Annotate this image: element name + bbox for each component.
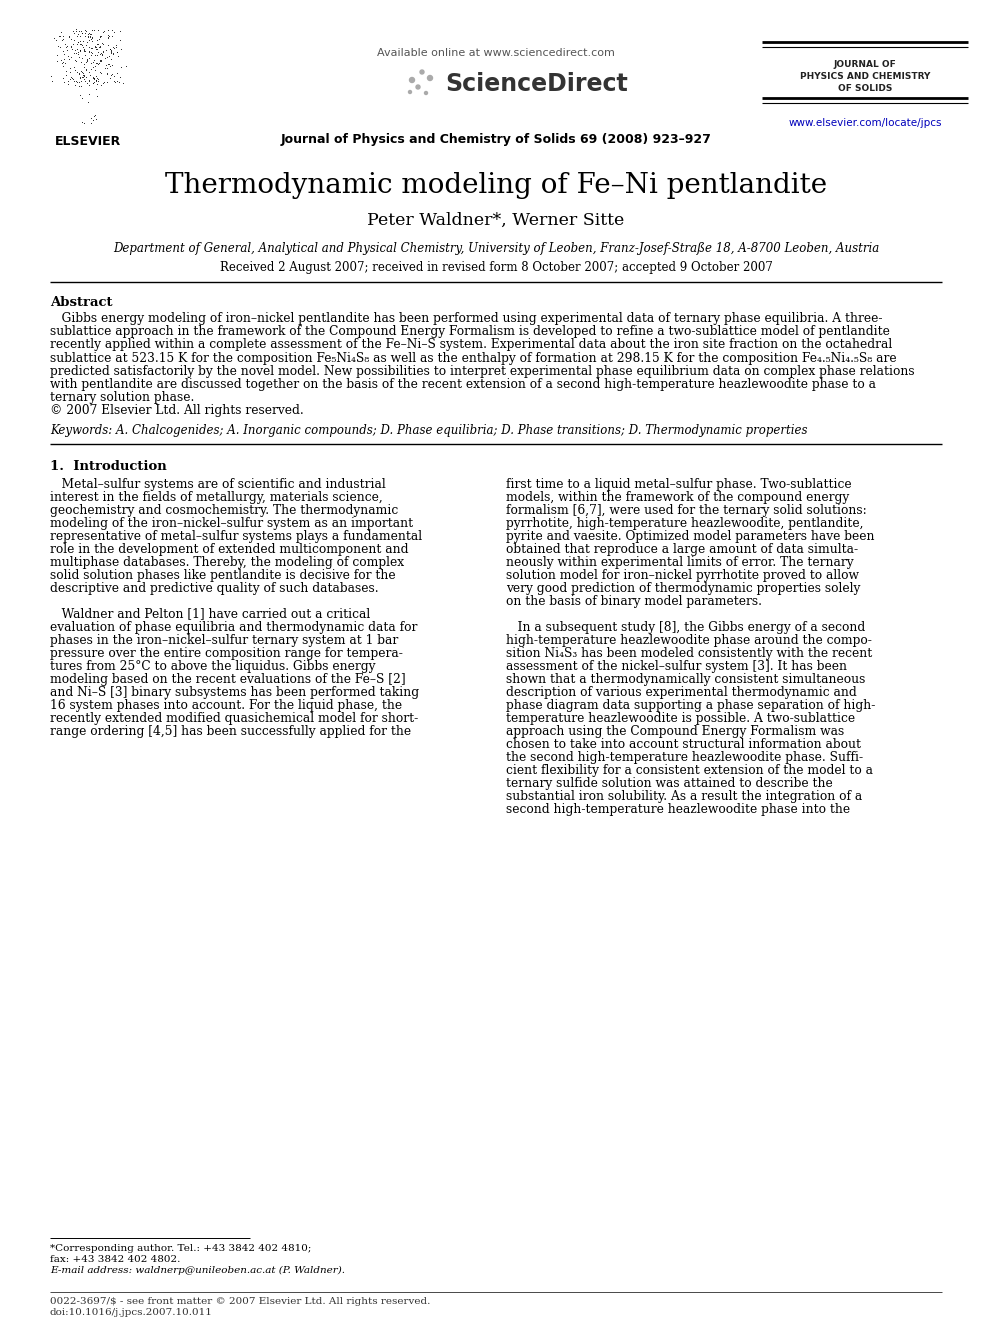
- Text: the second high-temperature heazlewoodite phase. Suffi-: the second high-temperature heazlewoodit…: [506, 750, 863, 763]
- Circle shape: [410, 78, 415, 82]
- Text: modeling of the iron–nickel–sulfur system as an important: modeling of the iron–nickel–sulfur syste…: [50, 516, 413, 529]
- Text: Available online at www.sciencedirect.com: Available online at www.sciencedirect.co…: [377, 48, 615, 58]
- Text: modeling based on the recent evaluations of the Fe–S [2]: modeling based on the recent evaluations…: [50, 672, 406, 685]
- Text: Metal–sulfur systems are of scientific and industrial: Metal–sulfur systems are of scientific a…: [50, 478, 386, 491]
- Text: tures from 25°C to above the liquidus. Gibbs energy: tures from 25°C to above the liquidus. G…: [50, 660, 376, 672]
- Text: PHYSICS AND CHEMISTRY: PHYSICS AND CHEMISTRY: [800, 71, 930, 81]
- Text: first time to a liquid metal–sulfur phase. Two-sublattice: first time to a liquid metal–sulfur phas…: [506, 478, 851, 491]
- Text: interest in the fields of metallurgy, materials science,: interest in the fields of metallurgy, ma…: [50, 491, 383, 504]
- Circle shape: [428, 75, 433, 81]
- Text: cient flexibility for a consistent extension of the model to a: cient flexibility for a consistent exten…: [506, 763, 873, 777]
- Text: Keywords: A. Chalcogenides; A. Inorganic compounds; D. Phase equilibria; D. Phas: Keywords: A. Chalcogenides; A. Inorganic…: [50, 423, 807, 437]
- Text: role in the development of extended multicomponent and: role in the development of extended mult…: [50, 542, 409, 556]
- Text: on the basis of binary model parameters.: on the basis of binary model parameters.: [506, 594, 762, 607]
- Text: chosen to take into account structural information about: chosen to take into account structural i…: [506, 738, 861, 750]
- Text: predicted satisfactorily by the novel model. New possibilities to interpret expe: predicted satisfactorily by the novel mo…: [50, 365, 915, 378]
- Text: representative of metal–sulfur systems plays a fundamental: representative of metal–sulfur systems p…: [50, 529, 423, 542]
- Text: phases in the iron–nickel–sulfur ternary system at 1 bar: phases in the iron–nickel–sulfur ternary…: [50, 634, 398, 647]
- Text: pyrrhotite, high-temperature heazlewoodite, pentlandite,: pyrrhotite, high-temperature heazlewoodi…: [506, 516, 863, 529]
- Text: recently applied within a complete assessment of the Fe–Ni–S system. Experimenta: recently applied within a complete asses…: [50, 339, 892, 352]
- Text: range ordering [4,5] has been successfully applied for the: range ordering [4,5] has been successful…: [50, 725, 411, 738]
- Text: ScienceDirect: ScienceDirect: [445, 71, 628, 97]
- Text: Department of General, Analytical and Physical Chemistry, University of Leoben, : Department of General, Analytical and Ph…: [113, 242, 879, 255]
- Text: sublattice approach in the framework of the Compound Energy Formalism is develop: sublattice approach in the framework of …: [50, 325, 890, 339]
- Text: pyrite and vaesite. Optimized model parameters have been: pyrite and vaesite. Optimized model para…: [506, 529, 875, 542]
- Text: doi:10.1016/j.jpcs.2007.10.011: doi:10.1016/j.jpcs.2007.10.011: [50, 1308, 213, 1316]
- Text: Peter Waldner*, Werner Sitte: Peter Waldner*, Werner Sitte: [367, 212, 625, 229]
- Text: very good prediction of thermodynamic properties solely: very good prediction of thermodynamic pr…: [506, 582, 860, 594]
- Text: phase diagram data supporting a phase separation of high-: phase diagram data supporting a phase se…: [506, 699, 875, 712]
- Text: descriptive and predictive quality of such databases.: descriptive and predictive quality of su…: [50, 582, 379, 594]
- Circle shape: [409, 90, 412, 94]
- Text: E-mail address: waldnerp@unileoben.ac.at (P. Waldner).: E-mail address: waldnerp@unileoben.ac.at…: [50, 1266, 345, 1275]
- Text: models, within the framework of the compound energy: models, within the framework of the comp…: [506, 491, 849, 504]
- Text: with pentlandite are discussed together on the basis of the recent extension of : with pentlandite are discussed together …: [50, 378, 876, 392]
- Circle shape: [416, 85, 420, 89]
- Text: neously within experimental limits of error. The ternary: neously within experimental limits of er…: [506, 556, 854, 569]
- Text: 1.  Introduction: 1. Introduction: [50, 459, 167, 472]
- Text: evaluation of phase equilibria and thermodynamic data for: evaluation of phase equilibria and therm…: [50, 620, 418, 634]
- Text: *Corresponding author. Tel.: +43 3842 402 4810;: *Corresponding author. Tel.: +43 3842 40…: [50, 1244, 311, 1253]
- Circle shape: [420, 70, 424, 74]
- Text: Abstract: Abstract: [50, 296, 112, 310]
- Text: description of various experimental thermodynamic and: description of various experimental ther…: [506, 685, 857, 699]
- Text: 16 system phases into account. For the liquid phase, the: 16 system phases into account. For the l…: [50, 699, 402, 712]
- Text: pressure over the entire composition range for tempera-: pressure over the entire composition ran…: [50, 647, 403, 660]
- Text: formalism [6,7], were used for the ternary solid solutions:: formalism [6,7], were used for the terna…: [506, 504, 867, 516]
- Text: solid solution phases like pentlandite is decisive for the: solid solution phases like pentlandite i…: [50, 569, 396, 582]
- Text: substantial iron solubility. As a result the integration of a: substantial iron solubility. As a result…: [506, 790, 862, 803]
- Text: ELSEVIER: ELSEVIER: [55, 135, 121, 148]
- Text: JOURNAL OF: JOURNAL OF: [833, 60, 897, 69]
- Text: obtained that reproduce a large amount of data simulta-: obtained that reproduce a large amount o…: [506, 542, 858, 556]
- Text: sition Ni₄S₃ has been modeled consistently with the recent: sition Ni₄S₃ has been modeled consistent…: [506, 647, 872, 660]
- Text: high-temperature heazlewoodite phase around the compo-: high-temperature heazlewoodite phase aro…: [506, 634, 872, 647]
- Text: Waldner and Pelton [1] have carried out a critical: Waldner and Pelton [1] have carried out …: [50, 607, 370, 620]
- Text: recently extended modified quasichemical model for short-: recently extended modified quasichemical…: [50, 712, 419, 725]
- Text: assessment of the nickel–sulfur system [3]. It has been: assessment of the nickel–sulfur system […: [506, 660, 847, 672]
- Text: temperature heazlewoodite is possible. A two-sublattice: temperature heazlewoodite is possible. A…: [506, 712, 855, 725]
- Text: geochemistry and cosmochemistry. The thermodynamic: geochemistry and cosmochemistry. The the…: [50, 504, 398, 516]
- Text: solution model for iron–nickel pyrrhotite proved to allow: solution model for iron–nickel pyrrhotit…: [506, 569, 859, 582]
- Text: ternary solution phase.: ternary solution phase.: [50, 392, 194, 405]
- Text: multiphase databases. Thereby, the modeling of complex: multiphase databases. Thereby, the model…: [50, 556, 404, 569]
- Text: Journal of Physics and Chemistry of Solids 69 (2008) 923–927: Journal of Physics and Chemistry of Soli…: [281, 134, 711, 146]
- Text: fax: +43 3842 402 4802.: fax: +43 3842 402 4802.: [50, 1256, 181, 1263]
- Text: In a subsequent study [8], the Gibbs energy of a second: In a subsequent study [8], the Gibbs ene…: [506, 620, 865, 634]
- Text: Thermodynamic modeling of Fe–Ni pentlandite: Thermodynamic modeling of Fe–Ni pentland…: [165, 172, 827, 198]
- Text: sublattice at 523.15 K for the composition Fe₅Ni₄S₈ as well as the enthalpy of f: sublattice at 523.15 K for the compositi…: [50, 352, 897, 365]
- Text: www.elsevier.com/locate/jpcs: www.elsevier.com/locate/jpcs: [789, 118, 941, 128]
- Text: shown that a thermodynamically consistent simultaneous: shown that a thermodynamically consisten…: [506, 672, 865, 685]
- Text: OF SOLIDS: OF SOLIDS: [838, 83, 892, 93]
- Circle shape: [425, 91, 428, 94]
- Text: Received 2 August 2007; received in revised form 8 October 2007; accepted 9 Octo: Received 2 August 2007; received in revi…: [219, 261, 773, 274]
- Text: and Ni–S [3] binary subsystems has been performed taking: and Ni–S [3] binary subsystems has been …: [50, 685, 420, 699]
- Text: 0022-3697/$ - see front matter © 2007 Elsevier Ltd. All rights reserved.: 0022-3697/$ - see front matter © 2007 El…: [50, 1297, 431, 1306]
- Text: ternary sulfide solution was attained to describe the: ternary sulfide solution was attained to…: [506, 777, 832, 790]
- Text: second high-temperature heazlewoodite phase into the: second high-temperature heazlewoodite ph…: [506, 803, 850, 815]
- Text: approach using the Compound Energy Formalism was: approach using the Compound Energy Forma…: [506, 725, 844, 738]
- Text: © 2007 Elsevier Ltd. All rights reserved.: © 2007 Elsevier Ltd. All rights reserved…: [50, 405, 304, 417]
- Text: Gibbs energy modeling of iron–nickel pentlandite has been performed using experi: Gibbs energy modeling of iron–nickel pen…: [50, 312, 883, 325]
